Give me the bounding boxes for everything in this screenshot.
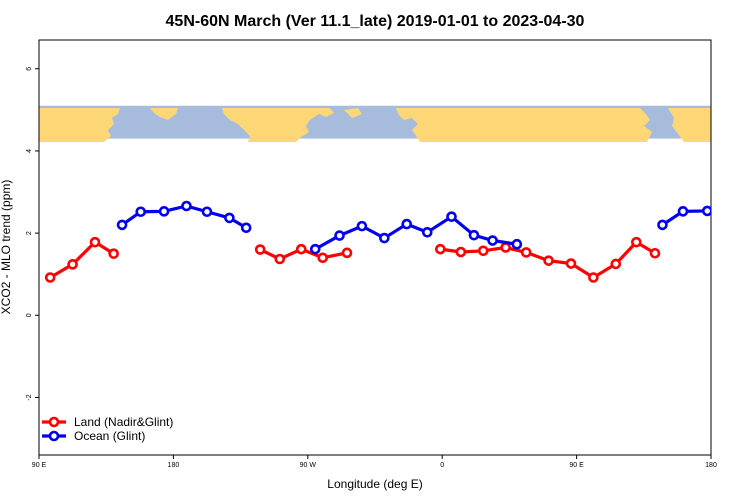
land-data-point: [631, 236, 642, 248]
ocean-series-line: [314, 215, 518, 251]
land-data-point: [89, 236, 101, 248]
land-asia-east: [668, 108, 711, 142]
y-tick-label: 6: [26, 67, 33, 71]
land-data-point: [477, 245, 489, 257]
land-data-point: [435, 243, 446, 255]
x-axis-label: Longitude (deg E): [327, 477, 422, 491]
x-tick-label: 90 W: [300, 462, 317, 469]
ocean-data-point: [356, 220, 368, 232]
y-axis-label: XCO2 - MLO trend (ppm): [0, 180, 13, 315]
ocean-data-point: [334, 230, 345, 241]
land-asia-west: [39, 108, 120, 142]
land-europe: [396, 108, 652, 142]
legend-land-label: Land (Nadir&Glint): [74, 415, 173, 429]
land-data-point: [500, 242, 511, 253]
map-band: [39, 105, 711, 142]
x-axis: 90 E 180 90 W 0 90 E 180: [32, 455, 717, 469]
land-data-point: [610, 258, 622, 270]
legend-land-marker: [48, 416, 60, 428]
land-data-point: [274, 253, 286, 265]
x-tick-label: 180: [705, 462, 717, 469]
x-tick-label: 0: [440, 462, 444, 469]
legend: Land (Nadir&Glint)Ocean (Glint): [42, 415, 173, 443]
ocean-data-point: [677, 206, 689, 217]
land-kamchatka: [150, 108, 178, 120]
ocean-data-point: [309, 243, 321, 255]
land-data-point: [44, 272, 56, 283]
ocean-data-point: [421, 226, 433, 238]
map-land: [39, 108, 711, 142]
series-layer: [44, 200, 711, 283]
land-hudson-bay-island: [344, 108, 362, 118]
land-data-point: [341, 247, 353, 259]
land-data-point: [565, 258, 577, 269]
land-data-point: [317, 252, 329, 264]
plot-area-frame: [38, 39, 712, 456]
ocean-data-point: [224, 212, 235, 224]
ocean-data-point: [201, 206, 213, 218]
x-tick-label: 90 E: [569, 462, 584, 469]
ocean-data-point: [401, 218, 413, 230]
ocean-data-point: [379, 232, 390, 244]
ocean-data-point: [446, 211, 457, 222]
land-data-point: [108, 248, 119, 259]
ocean-data-point: [487, 235, 498, 246]
land-data-point: [455, 246, 467, 258]
legend-ocean-marker: [48, 430, 60, 442]
x-tick-label: 90 E: [32, 462, 47, 469]
ocean-data-point: [181, 200, 192, 212]
land-data-point: [543, 255, 554, 266]
ocean-data-point: [468, 229, 480, 241]
land-data-point: [588, 272, 599, 283]
land-data-point: [67, 259, 78, 270]
ocean-data-point: [701, 205, 711, 217]
x-tick-label: 180: [168, 462, 180, 469]
land-data-point: [649, 247, 661, 259]
ocean-data-point: [158, 206, 170, 217]
ocean-data-point: [657, 219, 668, 231]
y-tick-label: -2: [26, 394, 33, 400]
ocean-data-point: [240, 222, 252, 234]
ocean-data-point: [135, 206, 147, 218]
land-north-america: [222, 108, 334, 142]
ocean-data-point: [116, 219, 128, 231]
y-tick-label: 0: [26, 313, 33, 317]
land-data-point: [254, 244, 266, 255]
y-axis: -2 0 2 4 6: [26, 67, 39, 401]
land-data-point: [520, 247, 532, 258]
y-tick-label: 2: [26, 231, 33, 235]
ocean-data-point: [511, 238, 523, 250]
y-tick-label: 4: [26, 149, 33, 153]
land-series-line: [49, 240, 115, 279]
land-data-point: [295, 243, 307, 255]
chart-title: 45N-60N March (Ver 11.1_late) 2019-01-01…: [166, 13, 585, 30]
legend-ocean-label: Ocean (Glint): [74, 429, 145, 443]
